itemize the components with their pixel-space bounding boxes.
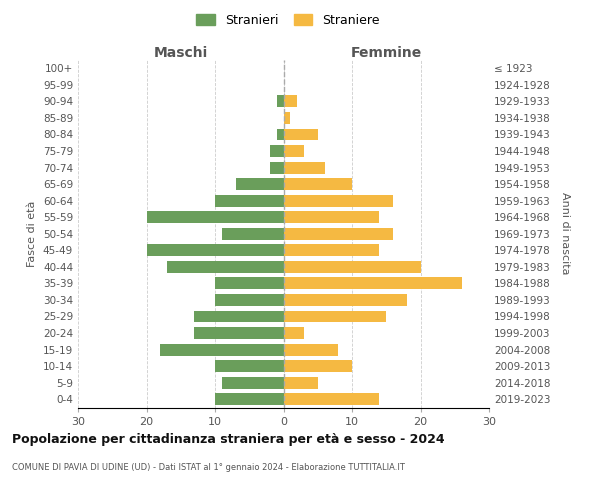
- Text: Popolazione per cittadinanza straniera per età e sesso - 2024: Popolazione per cittadinanza straniera p…: [12, 432, 445, 446]
- Bar: [215, 360, 284, 372]
- Bar: [194, 327, 284, 339]
- Bar: [284, 128, 318, 140]
- Bar: [284, 360, 352, 372]
- Bar: [284, 112, 290, 124]
- Text: Femmine: Femmine: [350, 46, 422, 60]
- Bar: [215, 294, 284, 306]
- Bar: [284, 310, 386, 322]
- Bar: [284, 178, 352, 190]
- Bar: [284, 228, 393, 239]
- Bar: [284, 194, 393, 206]
- Bar: [160, 344, 284, 355]
- Bar: [277, 128, 284, 140]
- Bar: [146, 211, 284, 223]
- Bar: [215, 278, 284, 289]
- Bar: [284, 278, 461, 289]
- Y-axis label: Anni di nascita: Anni di nascita: [560, 192, 570, 275]
- Bar: [284, 376, 318, 388]
- Bar: [284, 211, 379, 223]
- Bar: [222, 376, 284, 388]
- Bar: [284, 327, 304, 339]
- Bar: [277, 96, 284, 108]
- Bar: [194, 310, 284, 322]
- Bar: [284, 344, 338, 355]
- Bar: [284, 244, 379, 256]
- Bar: [146, 244, 284, 256]
- Bar: [215, 394, 284, 405]
- Bar: [270, 145, 284, 157]
- Bar: [167, 261, 284, 273]
- Bar: [284, 145, 304, 157]
- Bar: [236, 178, 284, 190]
- Bar: [284, 162, 325, 173]
- Y-axis label: Fasce di età: Fasce di età: [28, 200, 37, 267]
- Bar: [270, 162, 284, 173]
- Bar: [284, 394, 379, 405]
- Legend: Stranieri, Straniere: Stranieri, Straniere: [191, 8, 385, 32]
- Bar: [215, 194, 284, 206]
- Text: COMUNE DI PAVIA DI UDINE (UD) - Dati ISTAT al 1° gennaio 2024 - Elaborazione TUT: COMUNE DI PAVIA DI UDINE (UD) - Dati IST…: [12, 462, 405, 471]
- Bar: [284, 294, 407, 306]
- Text: Maschi: Maschi: [154, 46, 208, 60]
- Bar: [284, 261, 421, 273]
- Bar: [284, 96, 297, 108]
- Bar: [222, 228, 284, 239]
